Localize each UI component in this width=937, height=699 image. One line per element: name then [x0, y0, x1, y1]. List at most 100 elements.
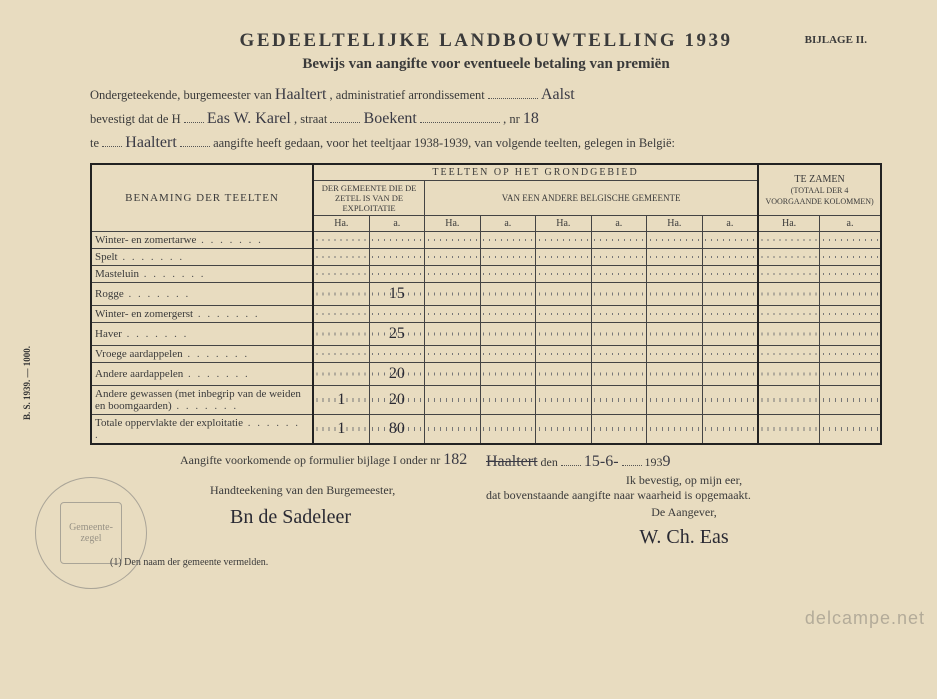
- ha-value: [313, 323, 369, 346]
- empty-cell: [702, 306, 758, 323]
- total-label: TE ZAMEN: [794, 174, 844, 185]
- empty-cell: [702, 363, 758, 386]
- crop-label: Winter- en zomertarwe: [91, 232, 313, 249]
- place-value: Haaltert: [125, 134, 177, 151]
- arrondissement-value: Aalst: [541, 86, 575, 103]
- a-value: 25: [369, 323, 425, 346]
- intro-text: Ondergeteekende, burgemeester van: [90, 88, 272, 102]
- empty-cell: [536, 323, 592, 346]
- empty-cell: [425, 283, 481, 306]
- empty-cell: [591, 266, 647, 283]
- a-value: [369, 249, 425, 266]
- empty-cell: [425, 323, 481, 346]
- total-ha: [758, 386, 819, 415]
- total-a: [820, 363, 881, 386]
- place-struck: Haaltert: [486, 453, 538, 470]
- unit-a: a.: [480, 216, 536, 232]
- empty-cell: [536, 249, 592, 266]
- empty-cell: [702, 232, 758, 249]
- crop-table: BENAMING DER TEELTEN TEELTEN OP HET GRON…: [90, 163, 882, 445]
- empty-cell: [480, 415, 536, 445]
- table-row: Andere gewassen (met inbegrip van de wei…: [91, 386, 881, 415]
- print-reference: B. S. 1939. — 1000.: [22, 346, 32, 420]
- total-a: [820, 266, 881, 283]
- a-value: [369, 346, 425, 363]
- empty-cell: [647, 363, 703, 386]
- empty-cell: [536, 415, 592, 445]
- empty-cell: [425, 306, 481, 323]
- empty-cell: [536, 283, 592, 306]
- a-value: [369, 306, 425, 323]
- empty-cell: [647, 249, 703, 266]
- total-ha: [758, 415, 819, 445]
- empty-cell: [480, 249, 536, 266]
- empty-cell: [702, 415, 758, 445]
- empty-cell: [591, 346, 647, 363]
- total-ha: [758, 363, 819, 386]
- total-sublabel: (TOTAAL DER 4 VOORGAANDE KOLOMMEN): [765, 186, 873, 206]
- ha-value: [313, 249, 369, 266]
- unit-ha: Ha.: [425, 216, 481, 232]
- empty-cell: [647, 323, 703, 346]
- a-value: 80: [369, 415, 425, 445]
- ha-value: [313, 363, 369, 386]
- table-row: Vroege aardappelen: [91, 346, 881, 363]
- empty-cell: [480, 346, 536, 363]
- empty-cell: [480, 363, 536, 386]
- a-value: [369, 232, 425, 249]
- intro-text: , administratief arrondissement: [330, 88, 485, 102]
- a-value: 20: [369, 363, 425, 386]
- document-title: GEDEELTELIJKE LANDBOUWTELLING 1939: [90, 30, 882, 52]
- empty-cell: [536, 346, 592, 363]
- stamp-label: Gemeente-zegel: [60, 502, 122, 564]
- empty-cell: [647, 283, 703, 306]
- ha-value: [313, 232, 369, 249]
- street-value: Boekent: [364, 110, 417, 127]
- unit-ha: Ha.: [758, 216, 819, 232]
- empty-cell: [425, 346, 481, 363]
- empty-cell: [591, 415, 647, 445]
- empty-cell: [425, 386, 481, 415]
- annex-label: BIJLAGE II.: [805, 34, 867, 46]
- table-row: Spelt: [91, 249, 881, 266]
- ha-value: [313, 306, 369, 323]
- total-a: [820, 346, 881, 363]
- footer-block: Aangifte voorkomende op formulier bijlag…: [90, 451, 882, 568]
- year-last: 9: [663, 453, 671, 470]
- empty-cell: [647, 346, 703, 363]
- table-row: Winter- en zomergerst: [91, 306, 881, 323]
- form-number: 182: [443, 451, 467, 468]
- confirm-line2: dat bovenstaande aangifte naar waarheid …: [486, 488, 882, 503]
- empty-cell: [536, 266, 592, 283]
- crop-label: Masteluin: [91, 266, 313, 283]
- footnote: (1) Den naam der gemeente vermelden.: [110, 557, 486, 568]
- empty-cell: [591, 232, 647, 249]
- empty-cell: [425, 415, 481, 445]
- total-a: [820, 249, 881, 266]
- total-ha: [758, 346, 819, 363]
- crop-label: Vroege aardappelen: [91, 346, 313, 363]
- unit-ha: Ha.: [536, 216, 592, 232]
- empty-cell: [647, 386, 703, 415]
- total-ha: [758, 232, 819, 249]
- total-ha: [758, 323, 819, 346]
- crop-label: Winter- en zomergerst: [91, 306, 313, 323]
- empty-cell: [425, 249, 481, 266]
- date-value: 15-6-: [584, 453, 619, 470]
- unit-ha: Ha.: [647, 216, 703, 232]
- unit-ha: Ha.: [313, 216, 369, 232]
- table-row: Rogge15: [91, 283, 881, 306]
- empty-cell: [702, 386, 758, 415]
- empty-cell: [591, 386, 647, 415]
- mayor-sign-label: Handteekening van den Burgemeester,: [210, 483, 486, 498]
- crop-label: Andere gewassen (met inbegrip van de wei…: [91, 386, 313, 415]
- empty-cell: [591, 323, 647, 346]
- empty-cell: [425, 232, 481, 249]
- empty-cell: [480, 232, 536, 249]
- footer-text: Aangifte voorkomende op formulier bijlag…: [180, 453, 440, 467]
- col-header-other: VAN EEN ANDERE BELGISCHE GEMEENTE: [425, 181, 759, 216]
- empty-cell: [480, 283, 536, 306]
- total-a: [820, 232, 881, 249]
- table-row: Haver25: [91, 323, 881, 346]
- year-prefix: 193: [645, 455, 663, 469]
